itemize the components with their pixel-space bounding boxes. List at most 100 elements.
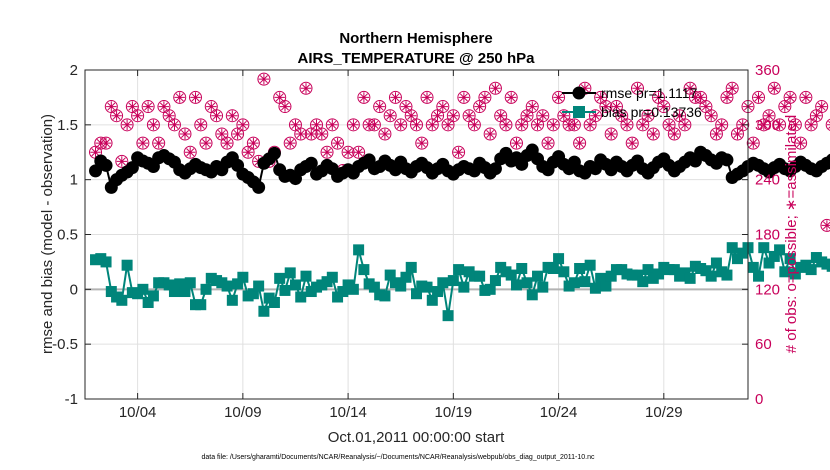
obs-possible-point [509, 136, 523, 150]
obs-possible-point [704, 109, 718, 123]
bias-point [774, 244, 786, 256]
bias-point [453, 264, 465, 276]
obs-assimilated-point [458, 92, 470, 103]
x-tick-label: 10/19 [435, 404, 473, 421]
bias-point [232, 278, 244, 290]
obs-possible-point [588, 109, 602, 123]
obs-possible-point [825, 118, 830, 131]
obs-assimilated-point [563, 119, 575, 130]
obs-assimilated-point [132, 110, 143, 121]
bias-point [684, 272, 696, 284]
bias-point [589, 282, 601, 294]
obs-assimilated-point [637, 119, 648, 130]
bias-point [784, 253, 796, 265]
obs-assimilated-point [811, 110, 822, 121]
obs-possible-point [373, 100, 387, 114]
bias-point [510, 279, 522, 291]
bias-point [147, 290, 159, 302]
obs-possible-point [488, 81, 502, 95]
obs-assimilated-point [805, 119, 817, 130]
obs-possible-point [799, 90, 813, 104]
bias-point [268, 296, 280, 308]
bias-point [163, 279, 175, 291]
bias-point [100, 256, 112, 268]
obs-assimilated-point [274, 92, 285, 103]
obs-possible-point [573, 136, 587, 150]
obs-possible-point [152, 136, 166, 150]
bias-point [547, 262, 559, 274]
obs-assimilated-point [142, 101, 154, 112]
obs-assimilated-point [621, 119, 633, 130]
bias-point [758, 242, 770, 254]
bias-point [558, 266, 570, 278]
bias-point [779, 266, 791, 278]
obs-assimilated-point [374, 101, 385, 112]
x-tick-label: 10/09 [224, 404, 262, 421]
obs-possible-point [388, 90, 402, 104]
obs-possible-point [225, 109, 239, 123]
bias-point [458, 281, 470, 293]
bias-point [516, 262, 528, 274]
obs-assimilated-point [821, 220, 830, 231]
obs-possible-point [410, 118, 423, 132]
bias-point [642, 264, 654, 276]
obs-assimilated-point [558, 110, 569, 121]
bias-point [295, 291, 307, 303]
obs-assimilated-point [500, 119, 512, 130]
obs-assimilated-point [332, 137, 343, 149]
obs-assimilated-point [258, 73, 270, 85]
bias-point [484, 283, 496, 295]
bias-point [526, 289, 538, 301]
obs-assimilated-point [674, 110, 685, 121]
rmse-point [89, 164, 103, 178]
obs-possible-point [794, 136, 808, 150]
bias-point [221, 280, 233, 292]
bias-point [595, 272, 607, 284]
obs-possible-point [631, 81, 644, 95]
obs-possible-point [183, 145, 197, 159]
obs-assimilated-point [327, 119, 338, 130]
bias-point [358, 264, 370, 276]
right-tick-label: 0 [755, 391, 763, 408]
obs-assimilated-point [611, 101, 622, 112]
obs-assimilated-point [211, 110, 222, 121]
obs-possible-point [767, 81, 781, 95]
obs-possible-point [546, 118, 560, 132]
rmse-series [89, 143, 830, 194]
bias-point [337, 286, 349, 298]
bias-point [768, 250, 780, 262]
bias-point [395, 280, 407, 292]
obs-possible-point [820, 218, 830, 232]
bias-point [421, 281, 433, 293]
rmse-point [720, 153, 734, 167]
bias-point [505, 269, 517, 281]
obs-possible-point [457, 90, 471, 104]
bias-point [668, 264, 680, 276]
obs-possible-point [620, 118, 634, 132]
bias-point [432, 286, 444, 298]
bias-point [637, 276, 649, 288]
obs-assimilated-point [590, 110, 601, 121]
obs-assimilated-point [200, 137, 212, 149]
obs-possible-point [815, 100, 829, 114]
right-tick-label: 120 [755, 281, 780, 298]
obs-assimilated-point [221, 137, 233, 149]
bias-point [579, 276, 591, 288]
obs-possible-point [357, 90, 371, 104]
obs-assimilated-point [727, 83, 738, 94]
obs-possible-point [783, 90, 797, 104]
obs-assimilated-point [416, 137, 427, 149]
obs-assimilated-point [100, 137, 112, 149]
obs-possible-point [394, 118, 408, 132]
rmse-point [304, 156, 318, 170]
bias-point [821, 258, 830, 270]
right-axis-label: # of obs: o=possible; ∗=assimilated [783, 115, 800, 354]
bias-point [437, 277, 449, 289]
bias-point [226, 294, 238, 306]
bias-point [600, 280, 612, 292]
obs-assimilated-point [358, 92, 370, 103]
right-tick-label: 180 [755, 227, 780, 244]
obs-assimilated-point [574, 137, 585, 149]
obs-possible-point [536, 109, 550, 123]
obs-assimilated-point [769, 83, 780, 94]
